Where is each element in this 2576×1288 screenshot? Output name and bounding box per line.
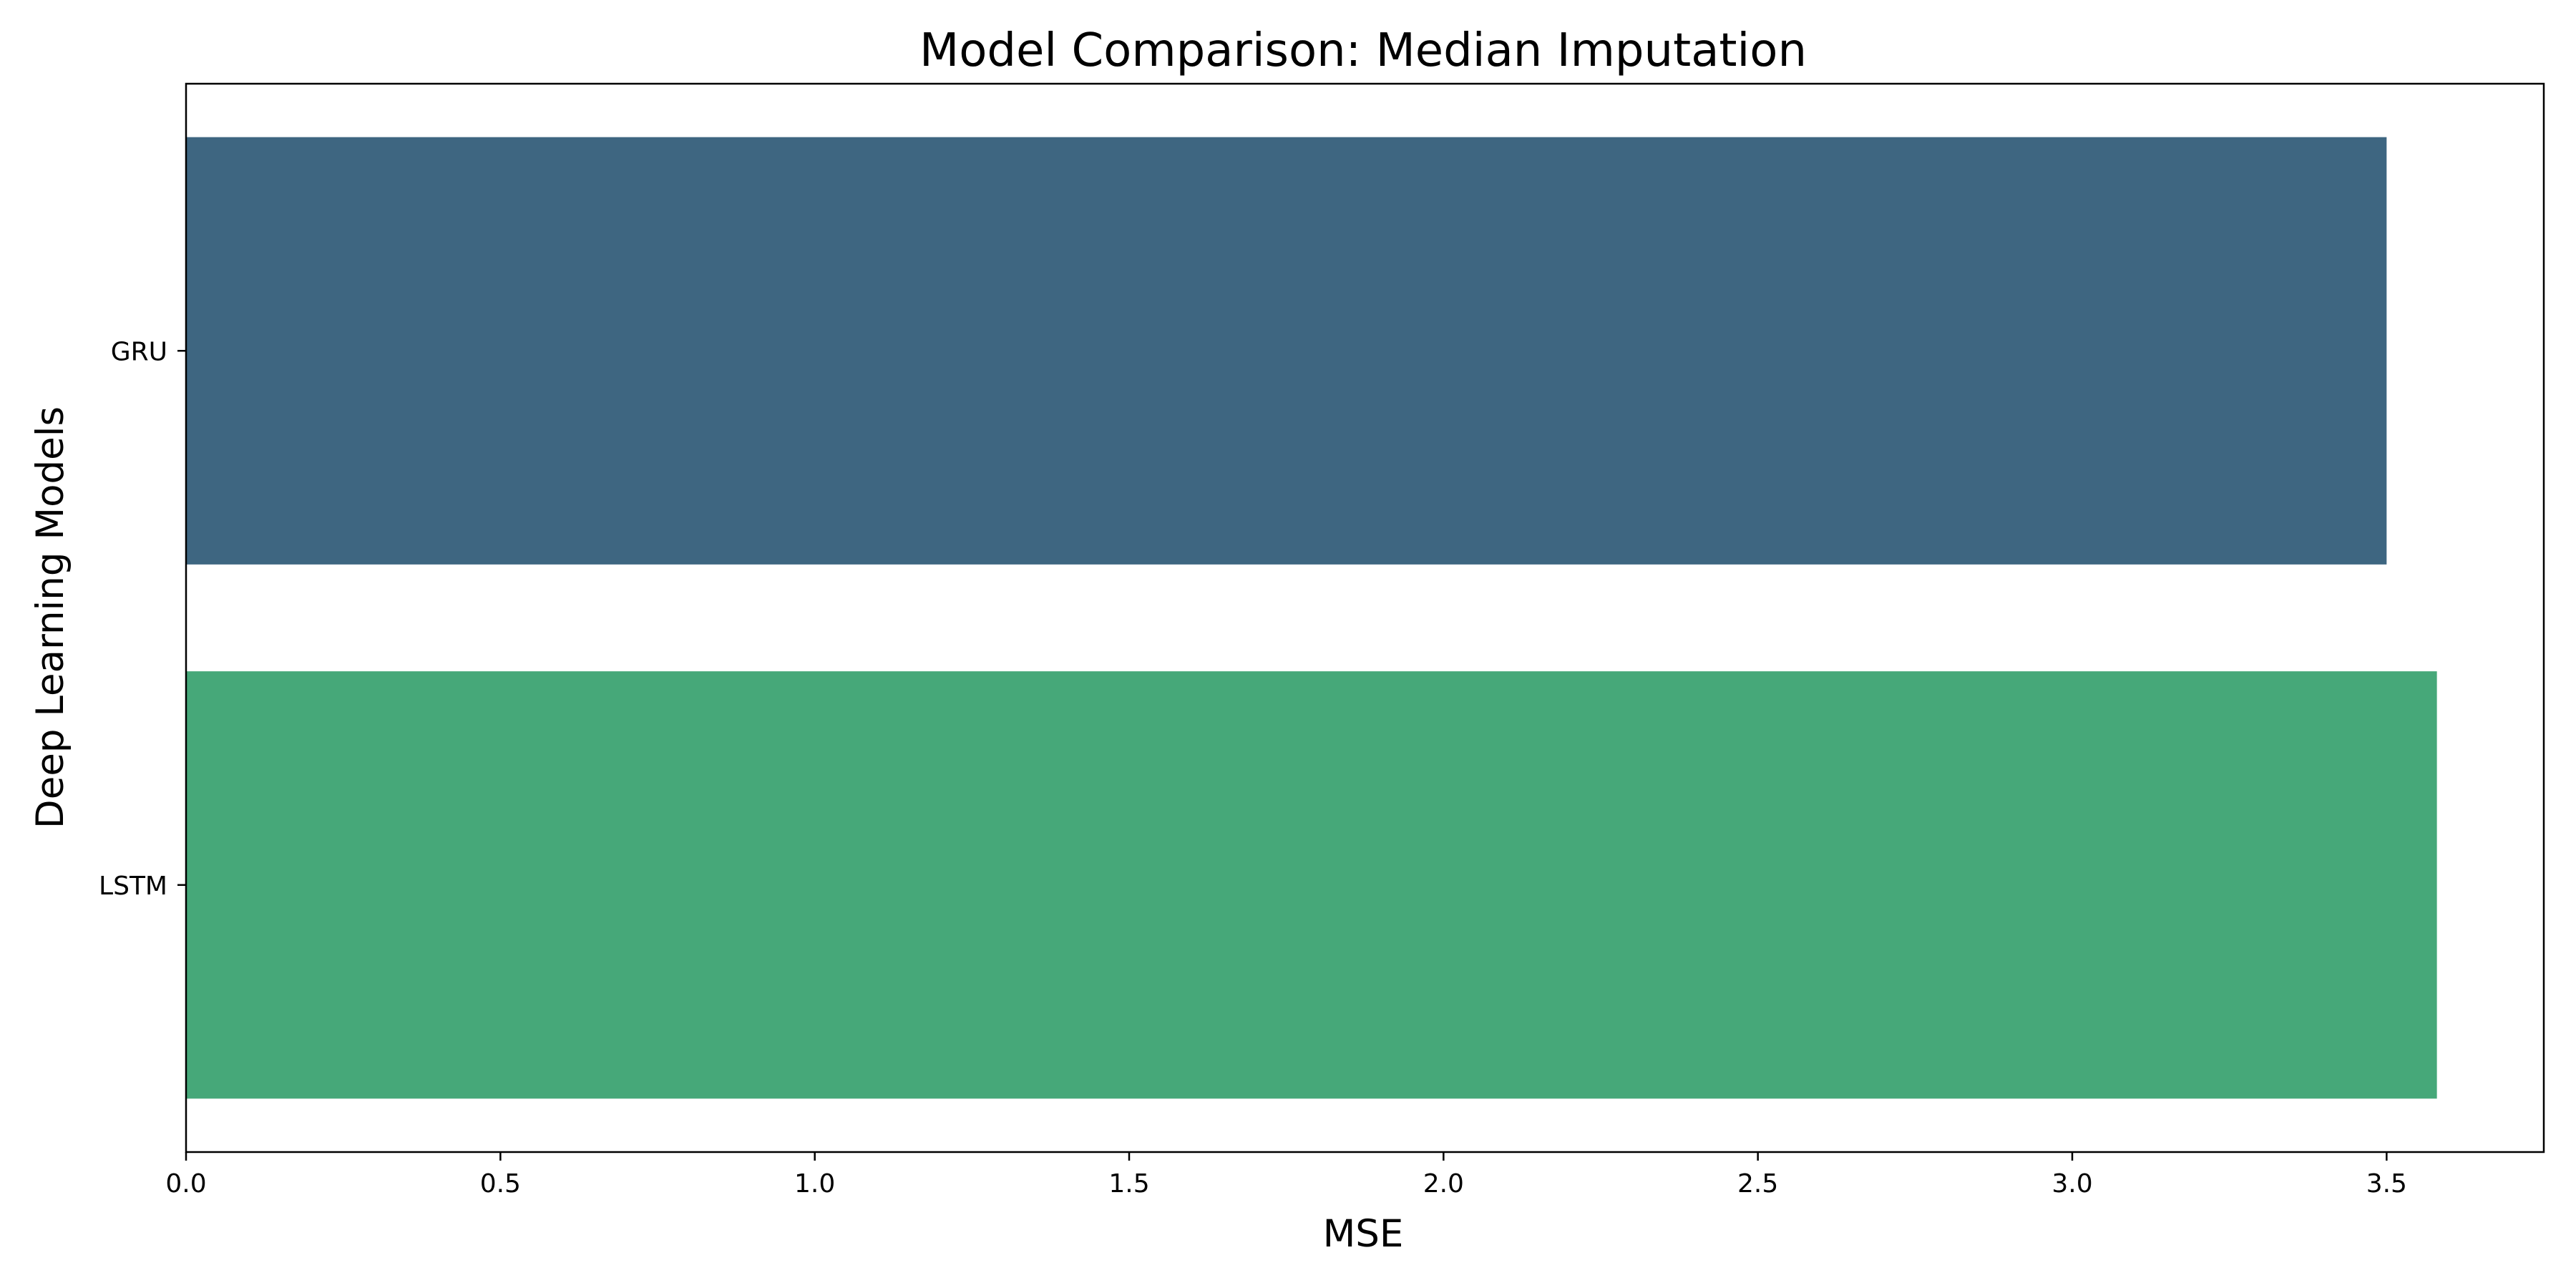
y-tick-label: LSTM bbox=[99, 872, 167, 901]
y-tick-label: GRU bbox=[111, 337, 167, 366]
x-tick-label: 1.0 bbox=[794, 1169, 835, 1199]
x-tick-label: 2.5 bbox=[1737, 1169, 1778, 1199]
plot-frame bbox=[185, 82, 2545, 1153]
x-tick-label: 0.0 bbox=[165, 1169, 206, 1199]
chart-title: Model Comparison: Median Imputation bbox=[919, 24, 1807, 77]
x-tick-label: 3.0 bbox=[2051, 1169, 2092, 1199]
x-tick-label: 3.5 bbox=[2366, 1169, 2407, 1199]
x-tick-label: 0.5 bbox=[480, 1169, 521, 1199]
x-axis-label: MSE bbox=[1323, 1212, 1404, 1256]
y-axis-label: Deep Learning Models bbox=[29, 406, 72, 829]
bar-gru bbox=[186, 137, 2387, 565]
x-ticks-group: 0.0 0.5 1.0 1.5 2.0 2.5 3.0 3.5 bbox=[165, 1152, 2407, 1199]
y-ticks-group: GRU LSTM bbox=[99, 337, 186, 901]
x-tick-label: 1.5 bbox=[1108, 1169, 1149, 1199]
bar-lstm bbox=[186, 671, 2437, 1099]
x-tick-label: 2.0 bbox=[1423, 1169, 1464, 1199]
bars-group bbox=[186, 137, 2437, 1099]
